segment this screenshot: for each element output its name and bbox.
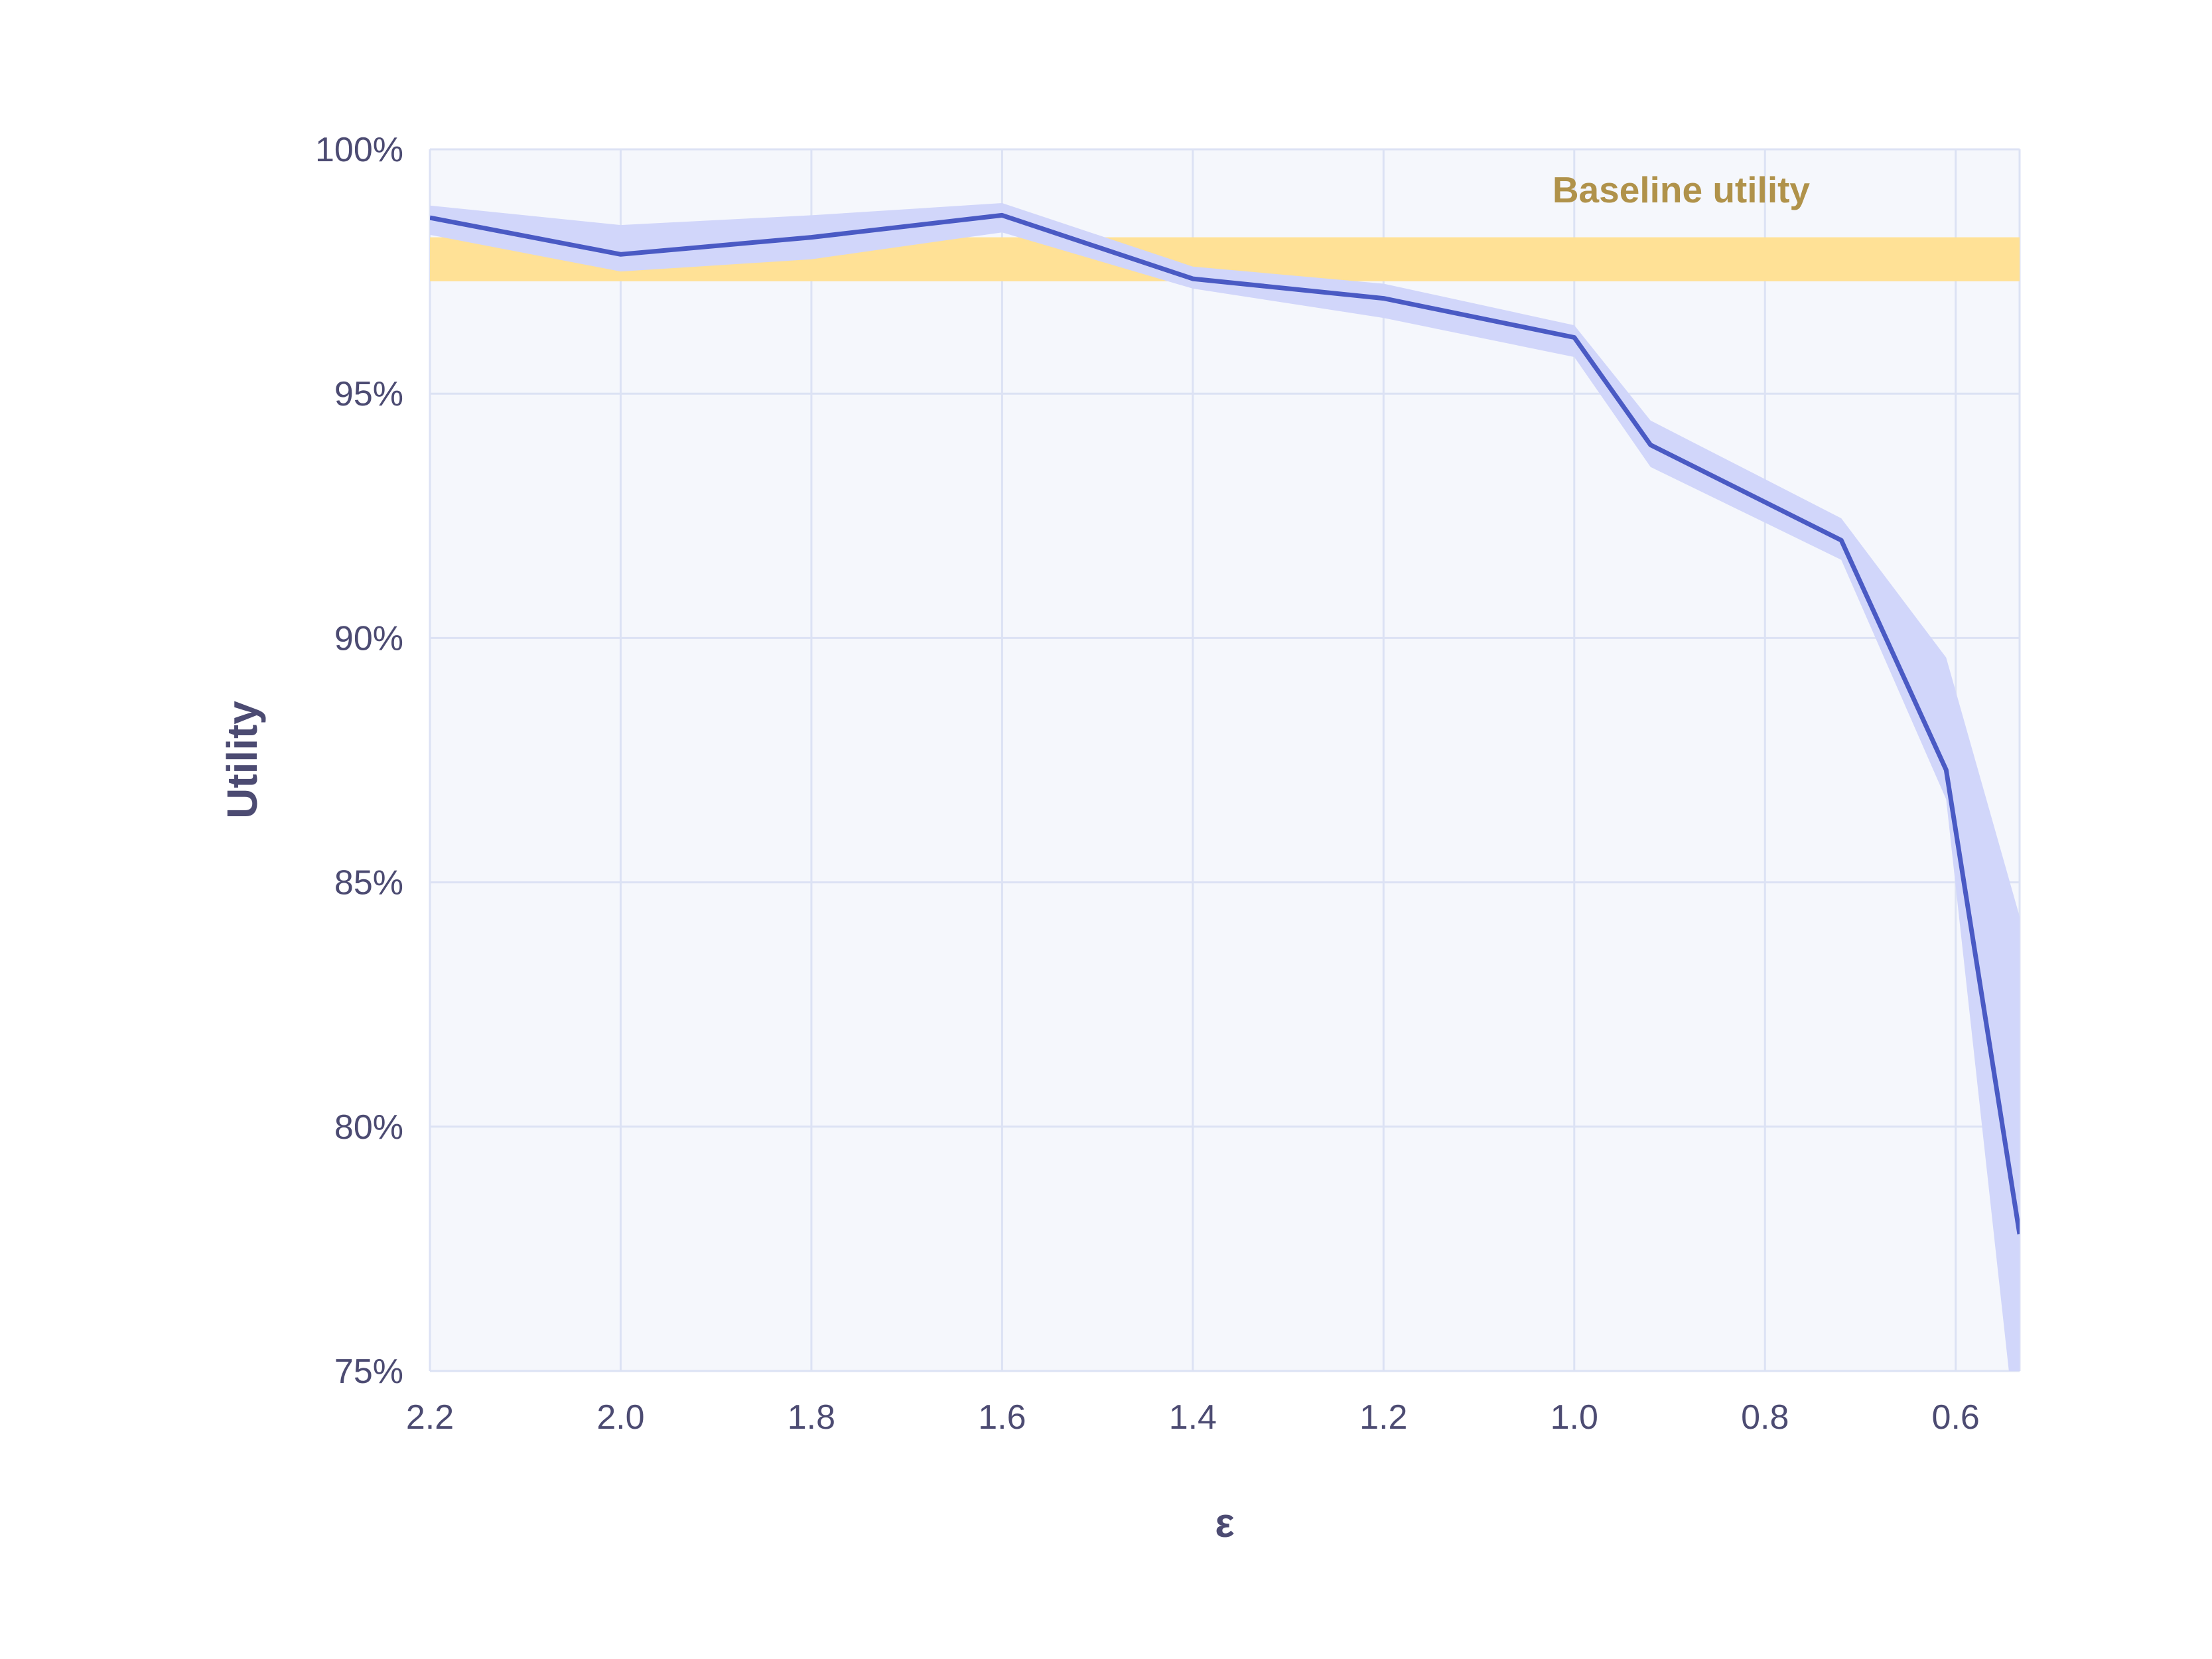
- x-axis-label: ε: [1215, 1500, 1234, 1546]
- x-tick-label: 2.2: [406, 1398, 454, 1437]
- x-tick-label: 0.8: [1741, 1398, 1789, 1437]
- x-tick-label: 1.4: [1169, 1398, 1217, 1437]
- y-tick-label: 95%: [334, 375, 403, 413]
- grid-lines: [429, 148, 2021, 1372]
- y-axis-label: Utility: [218, 701, 266, 819]
- x-tick-label: 1.2: [1359, 1398, 1407, 1437]
- plot-background: [430, 149, 2020, 1371]
- x-tick-label: 1.6: [978, 1398, 1026, 1437]
- x-tick-label: 1.0: [1551, 1398, 1598, 1437]
- utility-line: [430, 212, 2020, 1235]
- y-tick-label: 100%: [315, 131, 403, 169]
- y-tick-label: 75%: [334, 1352, 403, 1391]
- x-tick-label: 0.6: [1932, 1398, 1980, 1437]
- y-axis-ticks: 75% 80% 85% 90% 95% 100%: [315, 131, 403, 1391]
- y-tick-label: 90%: [334, 619, 403, 658]
- y-tick-label: 85%: [334, 864, 403, 902]
- x-tick-label: 1.8: [788, 1398, 835, 1437]
- baseline-utility-label: Baseline utility: [1553, 169, 1811, 210]
- x-tick-label: 2.0: [596, 1398, 644, 1437]
- x-axis-ticks: 2.2 2.0 1.8 1.6 1.4 1.2 1.0 0.8 0.6: [406, 1398, 1980, 1437]
- y-tick-label: 80%: [334, 1108, 403, 1147]
